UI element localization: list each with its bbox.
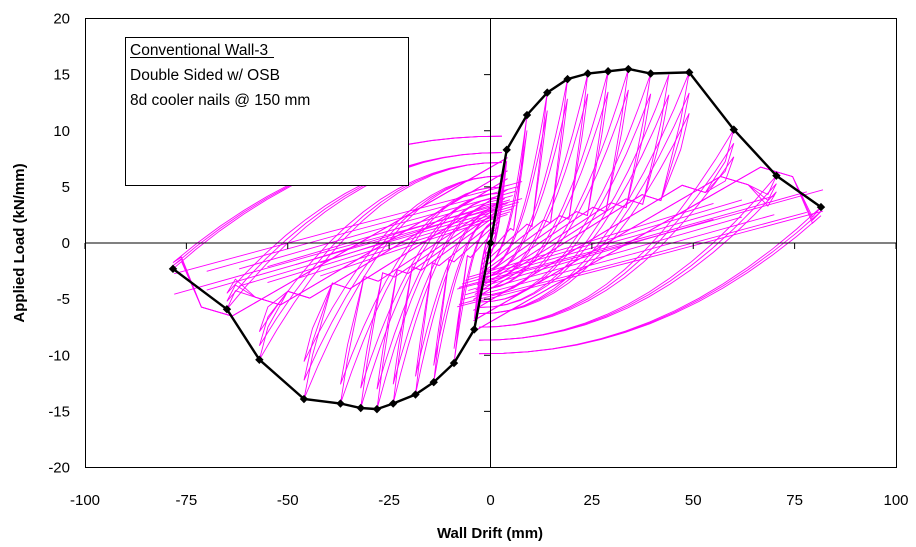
envelope-point	[646, 69, 654, 77]
y-tick-label: -10	[48, 347, 70, 364]
hysteresis-loop	[474, 177, 777, 341]
x-tick-label: -75	[176, 492, 198, 509]
y-tick-label: -20	[48, 460, 70, 477]
hysteresis-loop	[474, 176, 777, 341]
hysteresis-loop	[304, 176, 508, 362]
hysteresis-loop	[457, 211, 823, 307]
envelope-point	[604, 67, 612, 75]
y-tick-label: -5	[57, 291, 70, 308]
hysteresis-loop	[474, 143, 734, 327]
x-tick-label: -50	[277, 492, 299, 509]
envelope-point	[624, 65, 632, 73]
y-tick-label: 15	[53, 67, 70, 84]
hysteresis-loop	[478, 92, 608, 289]
envelope-point	[584, 69, 592, 77]
hysteresis-loop	[239, 206, 515, 287]
x-tick-label: -100	[70, 492, 100, 509]
envelope-point	[389, 399, 397, 407]
hysteresis-loop	[459, 212, 807, 304]
x-tick-label: -25	[378, 492, 400, 509]
y-axis-title: Applied Load (kN/mm)	[11, 163, 28, 322]
y-tick-label: -15	[48, 403, 70, 420]
envelope-point	[357, 404, 365, 412]
hysteresis-loop	[462, 215, 774, 300]
hysteresis-loop	[459, 192, 807, 288]
x-tick-label: 75	[786, 492, 803, 509]
hysteresis-loop	[474, 72, 690, 313]
x-tick-label: 25	[584, 492, 601, 509]
hysteresis-loop	[268, 196, 513, 267]
hysteresis-loop	[174, 199, 522, 295]
hysteresis-loop	[465, 200, 742, 281]
legend-line-1: Conventional Wall-3	[130, 42, 268, 59]
hysteresis-loop	[304, 176, 508, 380]
y-tick-label: 20	[53, 11, 70, 28]
legend-line-3: 8d cooler nails @ 150 mm	[130, 92, 310, 109]
legend-box	[126, 38, 409, 186]
x-tick-label: 0	[486, 492, 494, 509]
hysteresis-loop	[474, 177, 777, 341]
envelope-point	[336, 399, 344, 407]
envelope-point	[373, 405, 381, 413]
y-tick-label: 0	[62, 235, 70, 252]
y-tick-label: 5	[62, 179, 70, 196]
y-tick-label: 10	[53, 123, 70, 140]
x-axis-title: Wall Drift (mm)	[437, 525, 543, 542]
hysteresis-loop	[296, 212, 510, 279]
x-tick-label: 100	[883, 492, 908, 509]
legend-line-2: Double Sided w/ OSB	[130, 67, 280, 84]
hysteresis-loop	[174, 182, 522, 274]
x-tick-label: 50	[685, 492, 702, 509]
hysteresis-loop	[457, 190, 823, 289]
